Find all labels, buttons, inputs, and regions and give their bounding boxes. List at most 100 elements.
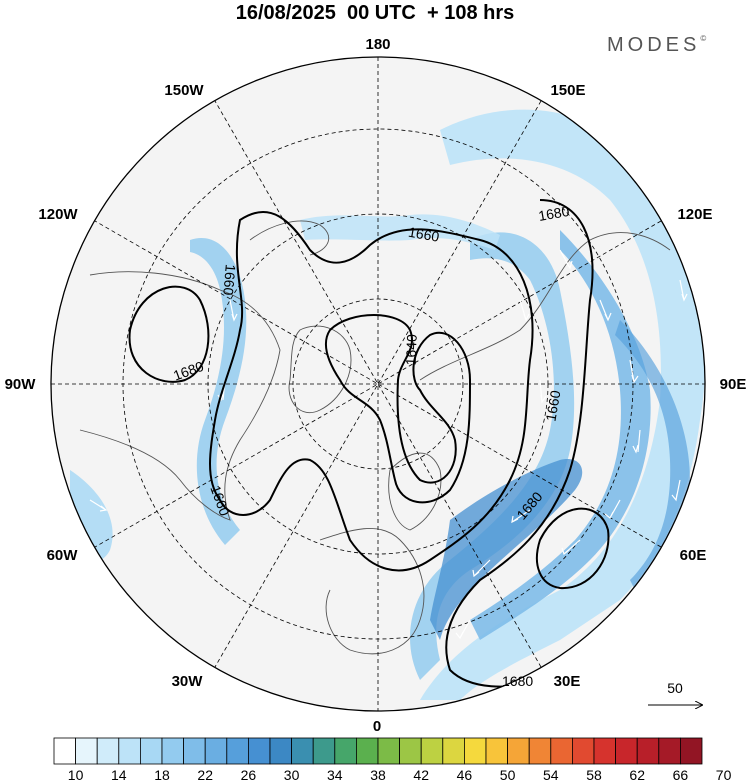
- wind-arrow: [472, 559, 491, 578]
- lon-label-90w: 90W: [5, 376, 37, 393]
- contour-1680-loop: [535, 507, 610, 590]
- jet-band-east-outer: [420, 109, 705, 700]
- colorbar-swatch: [96, 737, 120, 765]
- colorbar-swatch: [550, 737, 573, 765]
- colorbar-swatch: [615, 737, 638, 765]
- lon-label-30w: 30W: [172, 673, 204, 690]
- longitude-labels: 180 150E 120E 90E 60E 30E 0 30W 60W 90W …: [5, 36, 747, 735]
- colorbar-swatch: [75, 737, 98, 765]
- lon-label-0: 0: [373, 718, 381, 735]
- colorbar-tick-label: 50: [500, 767, 516, 782]
- graticule: [51, 57, 705, 711]
- brand-logo: MODES©: [607, 34, 706, 57]
- colorbar-swatch: [312, 737, 336, 765]
- wind-vectors: [89, 249, 688, 640]
- colorbar-swatch: [680, 737, 703, 765]
- colorbar-tick-label: 38: [370, 767, 386, 782]
- colorbar-tick-label: 22: [197, 767, 213, 782]
- wind-arrow: [671, 479, 681, 502]
- colorbar-swatch: [399, 737, 422, 765]
- colorbar-tick-label: 18: [154, 767, 170, 782]
- contour-label: 1660: [542, 389, 563, 423]
- contour-1680-west: [128, 285, 210, 383]
- lon-label-120e: 120E: [677, 206, 712, 223]
- colorbar-tick-label: 14: [111, 767, 127, 782]
- contour-label: 1660: [407, 224, 441, 245]
- colorbar-tick-label: 30: [284, 767, 300, 782]
- contour-1640: [324, 314, 472, 504]
- colorbar-tick-label: 46: [457, 767, 473, 782]
- map-title: 16/08/2025 00 UTC + 108 hrs: [235, 2, 515, 24]
- colorbar-swatch: [161, 737, 185, 765]
- colorbar-swatch: [334, 737, 357, 765]
- lon-label-150w: 150W: [164, 82, 204, 99]
- lon-label-90e: 90E: [720, 376, 747, 393]
- contour-label: 1640: [403, 334, 420, 366]
- brand-mark: ©: [700, 34, 707, 43]
- colorbar-swatch: [53, 737, 77, 765]
- jet-band-east-core: [470, 230, 651, 640]
- lon-label-60e: 60E: [680, 547, 707, 564]
- colorbar-swatch: [139, 737, 163, 765]
- colorbar-swatch: [572, 737, 595, 765]
- contour-label: 1680: [537, 203, 571, 224]
- lon-label-180: 180: [365, 36, 390, 53]
- reference-vector: 50: [648, 680, 702, 705]
- wind-arrow: [604, 499, 621, 519]
- map-border: [50, 56, 706, 712]
- contour-1680-east: [445, 199, 594, 688]
- colorbar-swatch: [593, 737, 617, 765]
- colorbar-swatch: [485, 737, 509, 765]
- colorbar-tick-label: 70: [716, 767, 732, 782]
- colorbar-swatch: [377, 737, 401, 765]
- colorbar-swatch: [118, 737, 141, 765]
- wind-arrow: [561, 539, 581, 556]
- colorbar-swatch: [355, 737, 379, 765]
- colorbar: 10 14 18 22 26 30 34 38 42 46 50 54 58 62 66 70: [53, 737, 732, 782]
- wind-arrow: [599, 299, 612, 322]
- lon-label-120w: 120W: [38, 206, 78, 223]
- map-disc: [51, 57, 705, 711]
- wind-arrow: [559, 249, 573, 270]
- coast-scandinavia: [388, 452, 442, 531]
- colorbar-swatch: [183, 737, 206, 765]
- colorbar-tick-label: 58: [586, 767, 602, 782]
- wind-arrow: [632, 429, 641, 454]
- contour-label: 1680: [502, 673, 533, 689]
- reference-vector-value: 50: [667, 680, 683, 696]
- wind-arrow: [511, 509, 531, 524]
- contour-1660: [209, 210, 534, 572]
- lon-label-60w: 60W: [47, 547, 79, 564]
- colorbar-swatch: [463, 737, 487, 765]
- colorbar-tick-label: 54: [543, 767, 559, 782]
- colorbar-swatch: [269, 737, 293, 765]
- coast-alaska: [249, 220, 330, 256]
- colorbar-tick-label: 34: [327, 767, 343, 782]
- coast-siberia: [419, 232, 671, 381]
- wind-arrow: [89, 499, 108, 512]
- colorbar-swatch: [442, 737, 465, 765]
- coast-greenland: [288, 325, 352, 414]
- brand-name: MODES: [607, 34, 701, 56]
- lon-label-150e: 150E: [550, 82, 585, 99]
- lon-label-30e: 30E: [554, 673, 581, 690]
- colorbar-swatch: [658, 737, 681, 765]
- colorbar-swatch: [226, 737, 249, 765]
- colorbar-tick-label: 66: [673, 767, 689, 782]
- colorbar-tick-label: 10: [68, 767, 84, 782]
- wind-arrow: [539, 379, 547, 404]
- colorbar-tick-label: 42: [413, 767, 429, 782]
- colorbar-tick-label: 26: [241, 767, 257, 782]
- wind-arrow: [229, 299, 238, 322]
- colorbar-swatch: [204, 737, 228, 765]
- colorbar-swatch: [420, 737, 444, 765]
- wind-arrow: [679, 279, 688, 302]
- height-contours: [128, 199, 610, 688]
- colorbar-swatch: [528, 737, 552, 765]
- wind-arrow: [455, 619, 471, 640]
- colorbar-swatch: [636, 737, 660, 765]
- colorbar-swatch: [291, 737, 314, 765]
- colorbar-swatch: [247, 737, 271, 765]
- jet-band-arctic: [300, 214, 500, 250]
